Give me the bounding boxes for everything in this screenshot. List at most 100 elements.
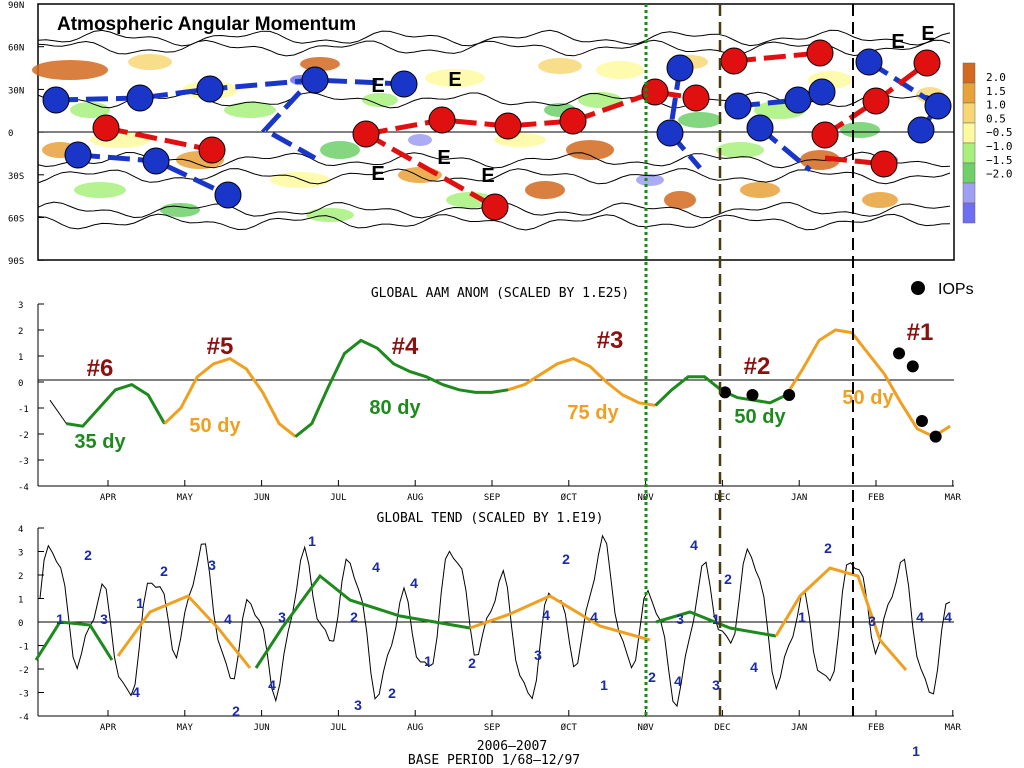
aam-y-tick-label: -4 [18,483,29,493]
anomaly-blob [32,60,108,80]
anomaly-blob [664,191,696,209]
cycle-number-label: #1 [907,319,934,346]
tend-y-tick-label: 2 [18,572,23,582]
tendency-fit-line [116,594,252,669]
phase-label: 3 [534,647,542,663]
red-jet-dot [198,136,226,164]
colorbar: 2.01.51.00.5−0.5−1.0−1.5−2.0 [962,62,1013,224]
blue-jet-dot [656,119,684,147]
phase-label: 4 [690,537,698,553]
anomaly-blob [862,192,898,208]
phase-label: 1 [712,611,720,627]
month-label: ØCT [561,492,578,503]
phase-label: 3 [676,611,684,627]
latitude-axis: 90N 60N 30N 0 30S 60S 90S [8,1,44,267]
month-label: JUN [253,723,269,733]
phase-label: 4 [268,677,276,693]
cycle-fit-line [507,356,656,407]
anomaly-blob [578,92,622,108]
tendency-fit-line [34,620,114,661]
red-jet-dot [428,106,456,134]
month-label: JUL [330,493,346,503]
aam-y-tick-label: 1 [18,353,23,363]
phase-label: 4 [916,609,924,625]
anomaly-blob [596,61,644,79]
month-label: DEC [714,723,730,733]
iop-legend-label: IOPs [938,281,974,298]
month-label: FEB [868,723,884,733]
anomaly-blob [128,54,172,70]
cycle-number-label: #2 [744,353,771,380]
lat-tick-label: 30N [8,86,24,96]
x-axis-years: 2006—2007 [477,739,547,754]
tend-x-axis: APR MAY JUN JUL AUG SEP ØCT NØV DEC JAN FEB MAR [100,710,962,733]
cycle-period-label: 50 dy [734,406,786,428]
anomaly-blob [320,141,360,159]
aam-y-tick-label: 3 [18,301,23,311]
month-label: AUG [407,493,423,503]
phase-label: 4 [224,611,232,627]
red-jet-dot [806,39,834,67]
contour-line [37,213,951,231]
tend-y-tick-label: -3 [18,690,29,700]
easterly-marker: E [448,69,461,91]
cycle-fit-line [294,338,509,438]
phase-label: 1 [600,677,608,693]
blue-jet-dot [855,48,883,76]
phase-label: 1 [136,595,144,611]
month-label: APR [100,493,117,503]
anomaly-blob [678,112,722,128]
tendency-fit-line [469,594,651,642]
colorbar-swatch [962,162,976,184]
cycle-number-label: #5 [207,333,234,360]
phase-label: 2 [160,563,168,579]
tend-y-tick-label: 0 [18,619,23,629]
iop-markers [719,347,942,443]
base-period: BASE PERIOD 1/68—12/97 [408,753,580,768]
iop-dot [746,389,759,401]
blue-jet-dot [390,70,418,98]
lat-tick-label: 60N [8,44,24,54]
phase-label: 2 [824,540,832,556]
tendency-fit-line [774,566,908,671]
month-label: JUN [253,493,269,503]
red-jet-dot [352,120,380,148]
colorbar-swatch [962,202,976,224]
colorbar-label: 0.5 [986,112,1006,125]
tend-y-tick-label: -1 [18,643,29,653]
red-jet-dot [862,87,890,115]
phase-label: 2 [724,571,732,587]
cycle-fit-line [785,328,951,439]
red-jet-dot [494,112,522,140]
phase-label: 4 [132,684,140,700]
colorbar-label: 1.0 [986,99,1006,112]
cycle-period-label: 80 dy [369,397,421,419]
tend-y-tick-label: -4 [18,713,29,723]
phase-label: 2 [562,551,570,567]
iop-legend: IOPs [911,281,974,298]
blue-jet-dot [724,92,752,120]
month-label: ØCT [561,722,578,733]
blue-jet-dot [907,116,935,144]
phase-label: 4 [372,559,380,575]
red-jet-dot [481,193,509,221]
cycle-period-label: 35 dy [74,431,126,453]
aam-anomaly-panel: GLOBAL AAM ANOM (SCALED BY 1.E25) 3 2 1 0 -1… [18,281,974,503]
phase-label: 4 [590,609,598,625]
blue-jet-dot [126,84,154,112]
phase-label: 1 [424,653,432,669]
month-label: MAR [945,493,962,503]
lat-tick-label: 30S [8,172,24,182]
month-label: AUG [407,723,423,733]
contour-line [37,39,951,57]
phase-label: 1 [56,611,64,627]
red-jet-dot [641,78,669,106]
tendency-fit-line [655,610,777,638]
tend-y-tick-label: -2 [18,666,29,676]
phase-label: 2 [350,609,358,625]
month-label: DEC [714,493,730,503]
lat-tick-label: 0 [8,129,13,139]
colorbar-swatch [962,182,976,204]
colorbar-swatch [962,142,976,164]
red-track [105,125,213,153]
